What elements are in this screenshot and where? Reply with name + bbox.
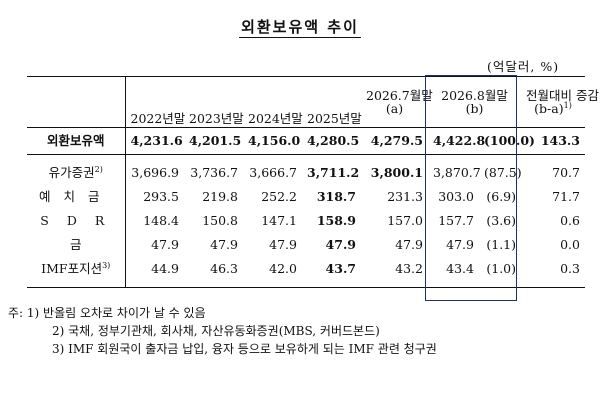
header-row: 2022년말 2023년말 2024년말 2025년말 2026.7월말 (a) … xyxy=(27,76,599,128)
table-title: 외환보유액 추이 xyxy=(239,18,361,38)
cell-gold-2025: 47.9 xyxy=(325,237,356,253)
cell-gold-2022: 47.9 xyxy=(151,237,179,253)
footnote-3: 3) IMF 회원국이 출자금 납입, 융자 등으로 보유하게 되는 IMF 관… xyxy=(52,342,437,356)
cell-imf-2023: 46.3 xyxy=(184,257,243,288)
cell-dep-2023: 219.8 xyxy=(202,189,238,205)
row-label-securities: 유가증권2) xyxy=(27,154,126,185)
cell-imf-2024: 42.0 xyxy=(243,257,302,288)
header-2025: 2025년말 xyxy=(302,76,362,128)
reserves-table: 2022년말 2023년말 2024년말 2025년말 2026.7월말 (a) … xyxy=(27,76,599,288)
cell-total-jul: 4,279.5 xyxy=(361,127,428,155)
header-corner xyxy=(27,76,126,128)
cell-gold-change: 0.0 xyxy=(560,237,580,253)
table-row-imf: IMF포지션3) 44.9 46.3 42.0 43.7 43.2 43.4 (… xyxy=(27,257,585,288)
deposits-label-text: 예치금 xyxy=(39,189,113,205)
cell-sdr-2024: 147.1 xyxy=(261,213,297,229)
row-label-total: 외환보유액 xyxy=(27,127,126,155)
footnotes: 주: 1) 반올림 오차로 차이가 날 수 있음 2) 국채, 정부기관채, 회… xyxy=(8,304,437,358)
cell-total-2025: 4,280.5 xyxy=(302,127,361,155)
cell-gold-2023: 47.9 xyxy=(210,237,238,253)
cell-sec-aug: 3,870.7 xyxy=(433,165,481,181)
cell-imf-change: 0.3 xyxy=(521,257,585,288)
cell-imf-share: (1.0) xyxy=(479,257,521,288)
row-label-imf: IMF포지션3) xyxy=(27,257,126,288)
cell-total-2022: 4,231.6 xyxy=(125,127,184,155)
footnote-1: 주: 1) 반올림 오차로 차이가 날 수 있음 xyxy=(8,306,206,320)
cell-total-change: 143.3 xyxy=(521,127,585,155)
header-change: 전월대비 증감 (b-a)1) xyxy=(521,76,599,128)
table-row-securities: 유가증권2) 3,696.9 3,736.7 3,666.7 3,711.2 3… xyxy=(27,154,585,185)
cell-sdr-2022: 148.4 xyxy=(143,213,179,229)
cell-imf-2022: 44.9 xyxy=(125,257,184,288)
cell-sec-2022: 3,696.9 xyxy=(131,165,179,181)
cell-sec-2023: 3,736.7 xyxy=(190,165,238,181)
cell-imf-2025: 43.7 xyxy=(302,257,361,288)
cell-sdr-jul: 157.0 xyxy=(387,213,423,229)
cell-sdr-change: 0.6 xyxy=(560,213,580,229)
cell-sec-jul: 3,800.1 xyxy=(370,165,423,181)
cell-sdr-aug: 157.7 xyxy=(438,213,474,229)
cell-dep-aug: 303.0 xyxy=(438,189,474,205)
cell-total-2023: 4,201.5 xyxy=(184,127,243,155)
cell-imf-jul: 43.2 xyxy=(361,257,428,288)
row-label-deposits: 예치금 xyxy=(27,185,126,209)
table-row-gold: 금 47.9 47.9 47.9 47.9 47.9 47.9 (1.1) 0.… xyxy=(27,233,585,257)
table-row-total: 외환보유액 4,231.6 4,201.5 4,156.0 4,280.5 4,… xyxy=(27,127,585,155)
cell-dep-2024: 252.2 xyxy=(261,189,297,205)
cell-gold-aug: 47.9 xyxy=(446,237,474,253)
cell-sec-share: (87.5) xyxy=(484,165,522,181)
cell-gold-share: (1.1) xyxy=(486,237,516,253)
cell-dep-change: 71.7 xyxy=(552,189,580,205)
header-2023: 2023년말 xyxy=(184,76,244,128)
cell-dep-2022: 293.5 xyxy=(143,189,179,205)
header-2024: 2024년말 xyxy=(243,76,303,128)
header-2022: 2022년말 xyxy=(125,76,185,128)
cell-dep-2025: 318.7 xyxy=(316,189,356,205)
row-label-gold: 금 xyxy=(27,233,126,257)
cell-total-aug: 4,422.8 xyxy=(428,127,485,155)
table-row-sdr: S D R 148.4 150.8 147.1 158.9 157.0 157.… xyxy=(27,209,585,233)
sdr-label-text: S D R xyxy=(40,213,112,229)
cell-sec-2024: 3,666.7 xyxy=(249,165,297,181)
table-row-deposits: 예치금 293.5 219.8 252.2 318.7 231.3 303.0 … xyxy=(27,185,585,209)
cell-sec-change: 70.7 xyxy=(552,165,580,181)
cell-sec-2025: 3,711.2 xyxy=(307,165,360,181)
cell-imf-aug: 43.4 xyxy=(428,257,479,288)
cell-total-share: (100.0) xyxy=(479,127,535,155)
cell-gold-jul: 47.9 xyxy=(395,237,423,253)
footnote-2: 2) 국채, 정부기관채, 회사채, 자산유동화증권(MBS, 커버드본드) xyxy=(52,324,380,338)
unit-label: (억달러, %) xyxy=(487,59,560,74)
cell-gold-2024: 47.9 xyxy=(269,237,297,253)
cell-dep-share: (6.9) xyxy=(486,189,516,205)
cell-sdr-2025: 158.9 xyxy=(316,213,356,229)
cell-sdr-2023: 150.8 xyxy=(202,213,238,229)
row-label-sdr: S D R xyxy=(27,209,126,233)
header-2026-aug: 2026.8월말 (b) xyxy=(428,76,521,128)
cell-sdr-share: (3.6) xyxy=(486,213,516,229)
header-2026-jul: 2026.7월말 (a) xyxy=(361,76,433,128)
cell-total-2024: 4,156.0 xyxy=(243,127,302,155)
cell-dep-jul: 231.3 xyxy=(387,189,423,205)
